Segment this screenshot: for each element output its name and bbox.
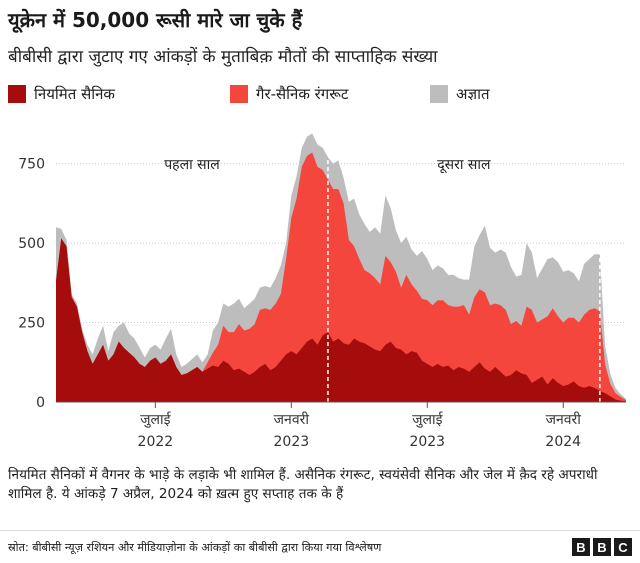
chart-subtitle: बीबीसी द्वारा जुटाए गए आंकड़ों के मुताबि… [8, 47, 438, 67]
bbc-logo-block: B [593, 538, 611, 556]
y-tick-label: 250 [18, 316, 45, 332]
period-label: दूसरा साल [437, 157, 491, 174]
legend-label-unknown: अज्ञात [456, 85, 490, 103]
y-tick-label: 750 [18, 157, 45, 173]
bbc-logo-block: C [614, 538, 632, 556]
bbc-logo: B B C [572, 538, 632, 556]
legend-label-recruit: गैर-सैनिक रंगरूट [256, 85, 349, 103]
x-tick-label: जुलाई [412, 411, 444, 428]
legend-item-regular: नियमित सैनिक [8, 84, 115, 104]
bbc-logo-block: B [572, 538, 590, 556]
x-tick-label: 2022 [138, 434, 174, 450]
x-tick-label: जनवरी [274, 411, 310, 428]
legend-item-recruit: गैर-सैनिक रंगरूट [230, 84, 348, 104]
x-tick-label: जनवरी [546, 411, 582, 428]
series-area-regular [56, 238, 626, 402]
series-area-recruit [56, 152, 626, 402]
legend-swatch-regular [8, 85, 26, 103]
legend: नियमित सैनिक गैर-सैनिक रंगरूट अज्ञात [8, 84, 638, 108]
y-tick-label: 500 [18, 236, 45, 252]
x-tick-label: 2023 [274, 434, 310, 450]
legend-label-regular: नियमित सैनिक [34, 85, 115, 103]
x-tick-label: 2024 [545, 434, 581, 450]
source-text: स्रोत: बीबीसी न्यूज़ रशियन और मीडियाज़ोन… [8, 541, 382, 554]
legend-swatch-recruit [230, 85, 248, 103]
chart-area: 0 250 500 750 जुलाई 2022 जनवरी 2023 जुलाई 2023 जनव… [18, 133, 626, 450]
chart-note: नियमित सैनिकों में वैगनर के भाड़े के लड़… [8, 467, 598, 502]
y-tick-label: 0 [36, 395, 45, 411]
legend-item-unknown: अज्ञात [430, 84, 490, 104]
x-tick-label: 2023 [409, 434, 445, 450]
legend-swatch-unknown [430, 85, 448, 103]
x-tick-label: जुलाई [140, 411, 172, 428]
chart-title: यूक्रेन में 50,000 रूसी मारे जा चुके हैं [8, 8, 303, 32]
footer-divider [0, 530, 640, 531]
period-label: पहला साल [164, 157, 220, 173]
